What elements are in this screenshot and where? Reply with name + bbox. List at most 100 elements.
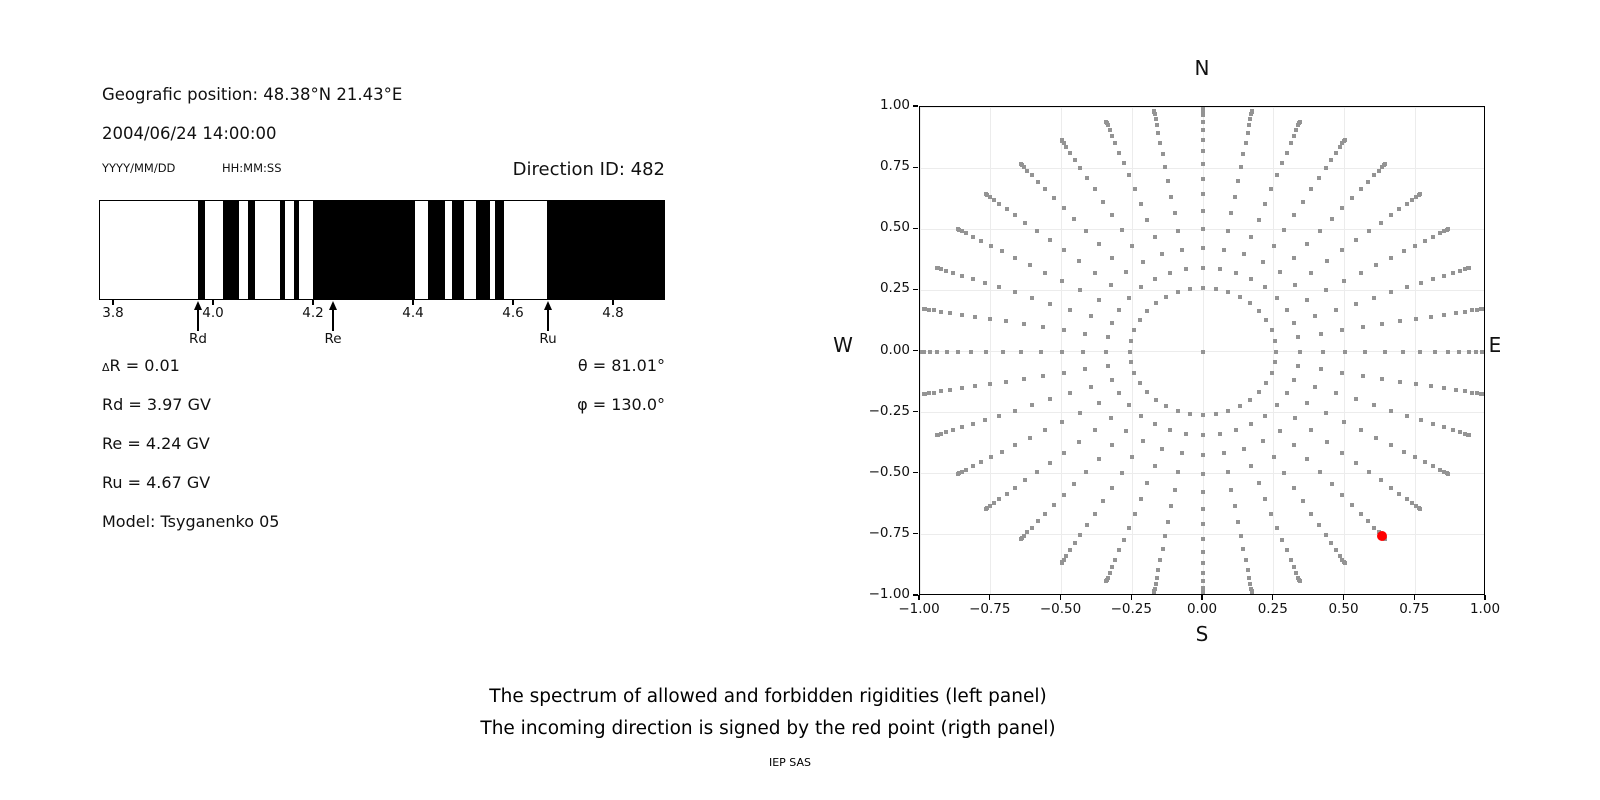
data-point [1117, 307, 1122, 312]
data-point [1113, 141, 1118, 146]
direction-map [919, 106, 1485, 595]
data-point [997, 497, 1002, 502]
data-point [1431, 421, 1436, 426]
data-point [939, 267, 944, 272]
axis-tick [913, 227, 918, 229]
data-point [1365, 519, 1370, 524]
data-point [1316, 176, 1321, 181]
axis-tick [1484, 595, 1486, 600]
data-point [1414, 316, 1419, 321]
data-point [1437, 467, 1442, 472]
data-point [1109, 415, 1114, 420]
data-point [1301, 499, 1306, 504]
data-point [1248, 397, 1253, 402]
data-point [1132, 511, 1137, 516]
data-point [959, 229, 964, 234]
data-point [1201, 149, 1205, 154]
data-point [1371, 403, 1376, 408]
data-point [1117, 548, 1122, 553]
data-point [1380, 165, 1385, 170]
axis-tick [612, 300, 614, 305]
cutoff-marker-arrow [197, 309, 199, 331]
data-point [951, 428, 956, 433]
data-point [1404, 497, 1409, 502]
data-point [1442, 229, 1447, 234]
cutoff-marker-label: Rd [189, 331, 207, 347]
compass-label-w: W [833, 333, 853, 357]
data-point [1141, 438, 1146, 443]
data-point [1282, 228, 1287, 233]
data-point [1353, 301, 1358, 306]
data-point [1277, 428, 1282, 433]
data-point [1340, 248, 1345, 253]
data-point [1201, 506, 1205, 511]
data-point [1084, 469, 1089, 474]
grid-line [1414, 107, 1416, 594]
data-point [1072, 481, 1077, 486]
data-point [1333, 548, 1338, 553]
data-point [964, 231, 969, 236]
axis-tick [1342, 595, 1345, 600]
data-point [1110, 320, 1115, 325]
data-point [959, 469, 964, 474]
data-point [1378, 220, 1383, 225]
data-point [1226, 408, 1231, 413]
data-point [1320, 349, 1325, 354]
data-point [1068, 548, 1073, 553]
data-point [1167, 270, 1172, 275]
axis-tick [913, 349, 918, 352]
data-point [1245, 567, 1250, 572]
data-point [1479, 307, 1484, 312]
axis-tick [913, 105, 918, 107]
grid-line [990, 107, 992, 594]
data-point [1340, 140, 1345, 145]
data-point [1453, 311, 1458, 316]
data-point [1414, 504, 1419, 509]
data-point [1237, 294, 1242, 299]
data-point [1003, 379, 1008, 384]
data-point [1144, 308, 1149, 313]
data-point [1457, 268, 1462, 273]
incoming-direction-point [1377, 531, 1388, 542]
data-point [1291, 213, 1296, 218]
theta-label: θ = 81.01° [577, 356, 665, 375]
data-point [1389, 290, 1394, 295]
y-tick-label: 0.75 [879, 158, 910, 175]
data-point [1378, 478, 1383, 483]
data-point [1309, 511, 1314, 516]
data-point [1012, 408, 1017, 413]
data-point [1145, 217, 1150, 222]
data-point [1100, 199, 1105, 204]
data-point [1003, 319, 1008, 324]
data-point [1280, 161, 1285, 166]
data-point [1145, 481, 1150, 486]
data-point [984, 192, 989, 197]
x-tick-label: 1.00 [1469, 601, 1501, 617]
date-format-label: YYYY/MM/DD [102, 161, 176, 175]
data-point [1280, 537, 1285, 542]
data-point [1013, 443, 1018, 448]
data-point [1175, 290, 1180, 295]
data-point [1284, 548, 1289, 553]
phi-label: φ = 130.0° [577, 395, 665, 414]
data-point [1442, 273, 1447, 278]
axis-tick [918, 595, 920, 600]
data-point [1341, 419, 1346, 424]
data-point [935, 265, 940, 270]
data-point [935, 433, 940, 438]
delta-symbol: Δ [102, 361, 110, 374]
data-point [1126, 295, 1131, 300]
data-point [1325, 259, 1330, 264]
axis-tick [1130, 595, 1132, 600]
data-point [1213, 287, 1218, 292]
data-point [1092, 270, 1097, 275]
data-point [1138, 413, 1143, 418]
data-point [1201, 265, 1205, 270]
data-point [1462, 389, 1467, 394]
data-point [1152, 277, 1157, 282]
data-point [1154, 123, 1159, 128]
data-point [1382, 162, 1387, 167]
data-point [1313, 384, 1318, 389]
data-point [1064, 554, 1069, 559]
grid-line [920, 289, 1484, 291]
